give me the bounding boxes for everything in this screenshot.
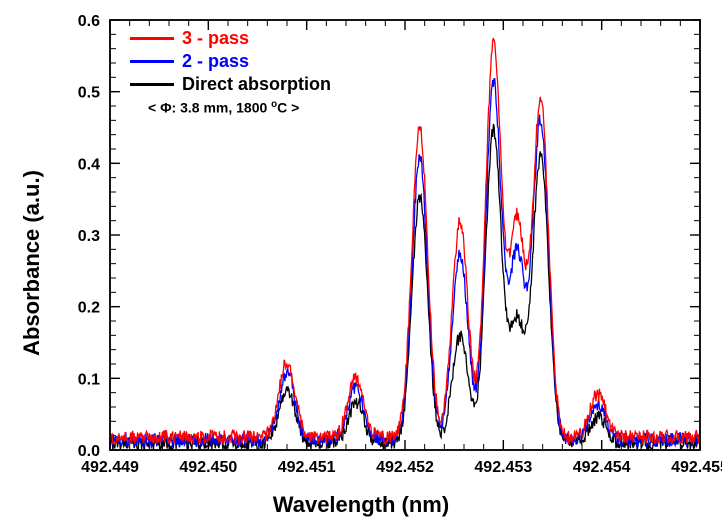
y-tick-label: 0.1: [78, 371, 100, 388]
x-tick-label: 492.452: [376, 459, 434, 476]
x-tick-label: 492.450: [179, 459, 237, 476]
x-tick-label: 492.451: [278, 459, 336, 476]
y-tick-label: 0.3: [78, 228, 100, 245]
x-tick-label: 492.455: [671, 459, 722, 476]
x-axis-title: Wavelength (nm): [0, 492, 722, 518]
y-tick-label: 0.6: [78, 13, 100, 30]
chart-container: Absorbance (a.u.) Wavelength (nm) 492.44…: [0, 0, 722, 526]
y-tick-label: 0.4: [78, 156, 100, 173]
x-tick-label: 492.453: [474, 459, 532, 476]
y-tick-label: 0.2: [78, 300, 100, 317]
x-tick-label: 492.454: [573, 459, 631, 476]
y-tick-label: 0.5: [78, 85, 100, 102]
y-axis-title-wrap: Absorbance (a.u.): [20, 0, 44, 526]
x-tick-label: 492.449: [81, 459, 139, 476]
y-axis-title: Absorbance (a.u.): [19, 170, 45, 356]
chart-svg: 492.449 492.450 492.451 492.452 492.453 492.4…: [0, 0, 722, 526]
y-tick-label: 0.0: [78, 443, 100, 460]
